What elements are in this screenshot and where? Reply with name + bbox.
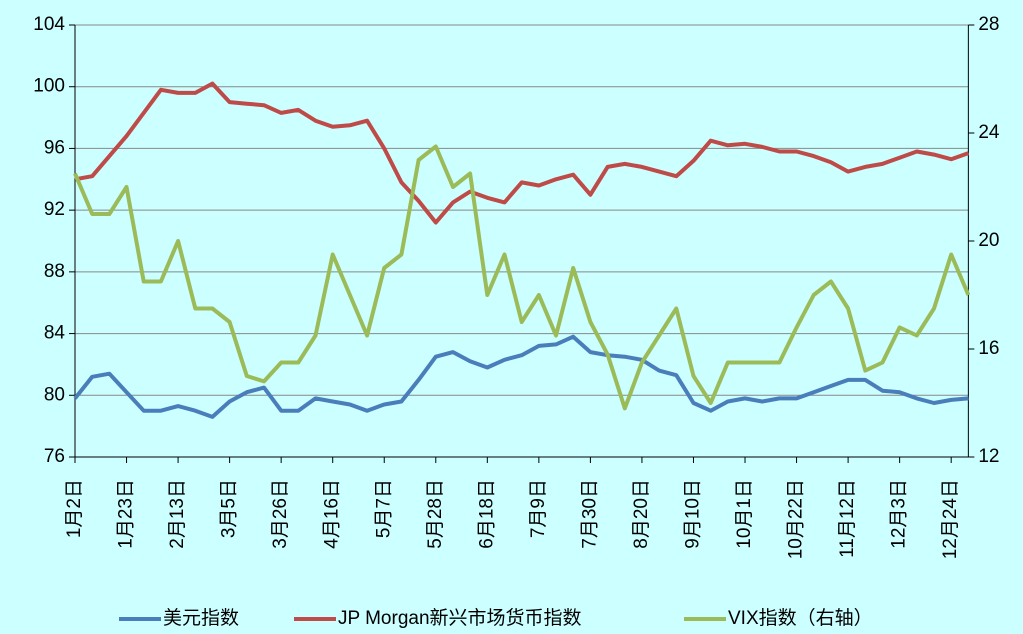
x-tick-label: 1月23日 bbox=[116, 479, 137, 549]
legend-label: JP Morgan新兴市场货币指数 bbox=[338, 607, 582, 629]
x-tick-label: 5月28日 bbox=[425, 479, 446, 549]
y-tick-label: 80 bbox=[44, 384, 65, 405]
x-tick-label: 12月24日 bbox=[940, 479, 961, 559]
y2-tick-label: 20 bbox=[978, 230, 999, 251]
x-tick-label: 10月1日 bbox=[734, 479, 755, 549]
series-line bbox=[73, 334, 969, 419]
x-tick-label: 10月22日 bbox=[786, 479, 807, 559]
x-tick-label: 3月26日 bbox=[270, 479, 291, 549]
series-line bbox=[73, 144, 971, 411]
x-tick-label: 7月30日 bbox=[579, 479, 600, 549]
y-tick-label: 92 bbox=[44, 199, 65, 220]
y-tick-label: 88 bbox=[44, 261, 65, 282]
x-tick-label: 8月20日 bbox=[631, 479, 652, 549]
x-tick-label: 3月5日 bbox=[219, 479, 240, 538]
x-tick-label: 7月9日 bbox=[528, 479, 549, 538]
y-tick-label: 84 bbox=[44, 323, 66, 344]
y2-tick-label: 28 bbox=[978, 14, 999, 35]
y2-tick-label: 24 bbox=[978, 122, 1000, 143]
y-tick-label: 96 bbox=[44, 137, 65, 158]
x-tick-label: 11月12日 bbox=[837, 479, 858, 558]
legend-label: VIX指数（右轴） bbox=[728, 607, 873, 629]
x-tick-label: 2月13日 bbox=[167, 479, 188, 549]
x-tick-label: 12月3日 bbox=[889, 479, 910, 549]
x-tick-label: 5月7日 bbox=[373, 479, 394, 538]
series-line bbox=[74, 81, 970, 225]
legend-label: 美元指数 bbox=[163, 607, 239, 629]
x-tick-label: 6月18日 bbox=[476, 479, 497, 549]
y-tick-label: 100 bbox=[33, 76, 65, 97]
x-tick-label: 9月10日 bbox=[682, 479, 703, 549]
y2-tick-label: 12 bbox=[978, 446, 999, 467]
x-tick-label: 1月2日 bbox=[64, 479, 85, 538]
y2-tick-label: 16 bbox=[978, 338, 999, 359]
y-tick-label: 76 bbox=[44, 446, 65, 467]
y-tick-label: 104 bbox=[33, 14, 65, 35]
x-tick-label: 4月16日 bbox=[322, 479, 343, 549]
